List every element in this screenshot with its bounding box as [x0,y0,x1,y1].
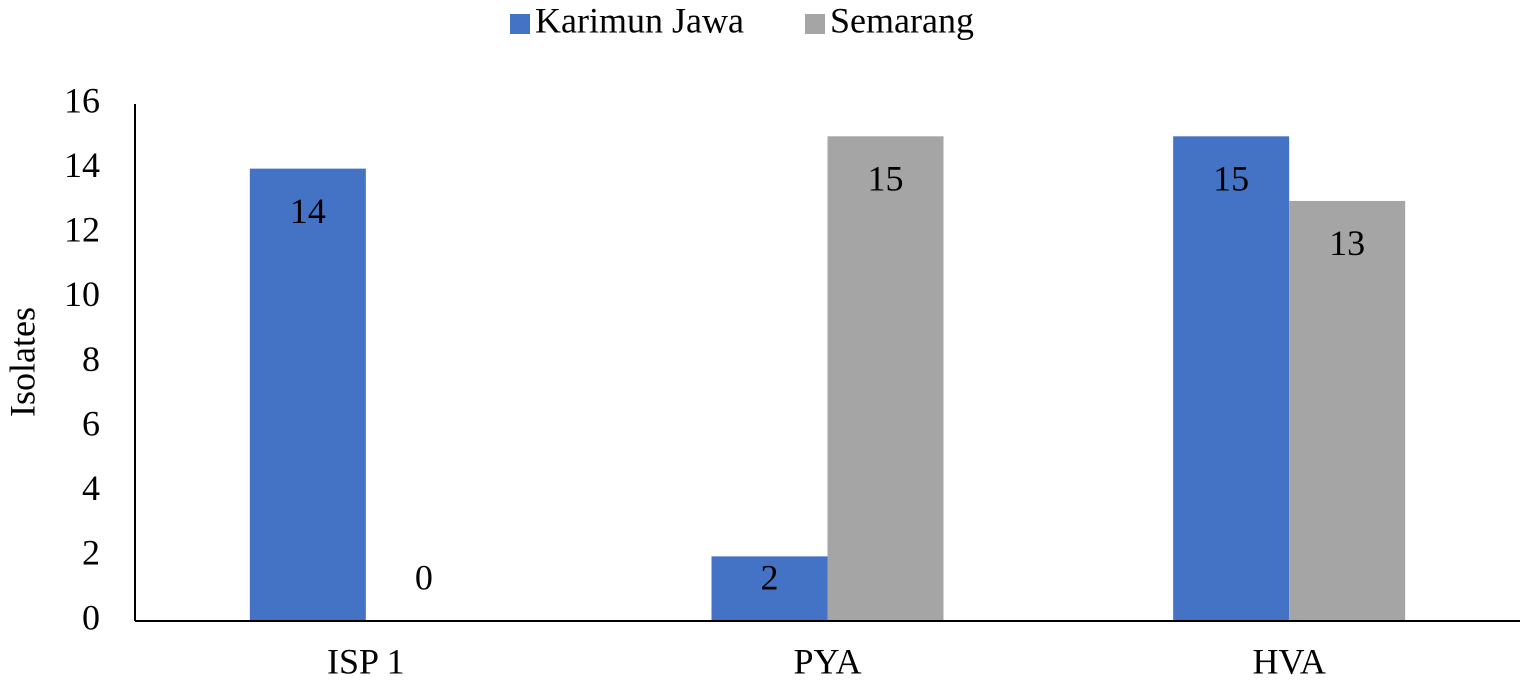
x-tick-label: PYA [793,641,861,681]
data-label: 15 [1213,159,1249,199]
y-tick-label: 16 [64,80,100,120]
y-tick-label: 0 [82,597,100,637]
x-tick-label: ISP 1 [327,641,405,681]
y-tick-label: 12 [64,210,100,250]
data-label: 2 [761,557,779,597]
data-label: 14 [290,191,326,231]
bar [827,136,944,621]
legend-label: Semarang [830,0,974,40]
data-label: 15 [868,159,904,199]
y-tick-label: 6 [82,403,100,443]
legend-swatch [510,14,530,34]
legend-swatch [805,14,825,34]
y-tick-label: 8 [82,339,100,379]
y-tick-label: 10 [64,274,100,314]
data-label: 0 [415,557,433,597]
y-tick-label: 14 [64,145,100,185]
y-axis-title: Isolates [2,307,42,417]
bar [1289,200,1406,621]
legend-label: Karimun Jawa [535,0,744,40]
y-tick-label: 2 [82,533,100,573]
bar [1173,136,1290,621]
y-tick-label: 4 [82,468,100,508]
bar [711,556,828,621]
data-label: 13 [1329,223,1365,263]
bar [249,168,366,621]
x-tick-label: HVA [1252,641,1325,681]
